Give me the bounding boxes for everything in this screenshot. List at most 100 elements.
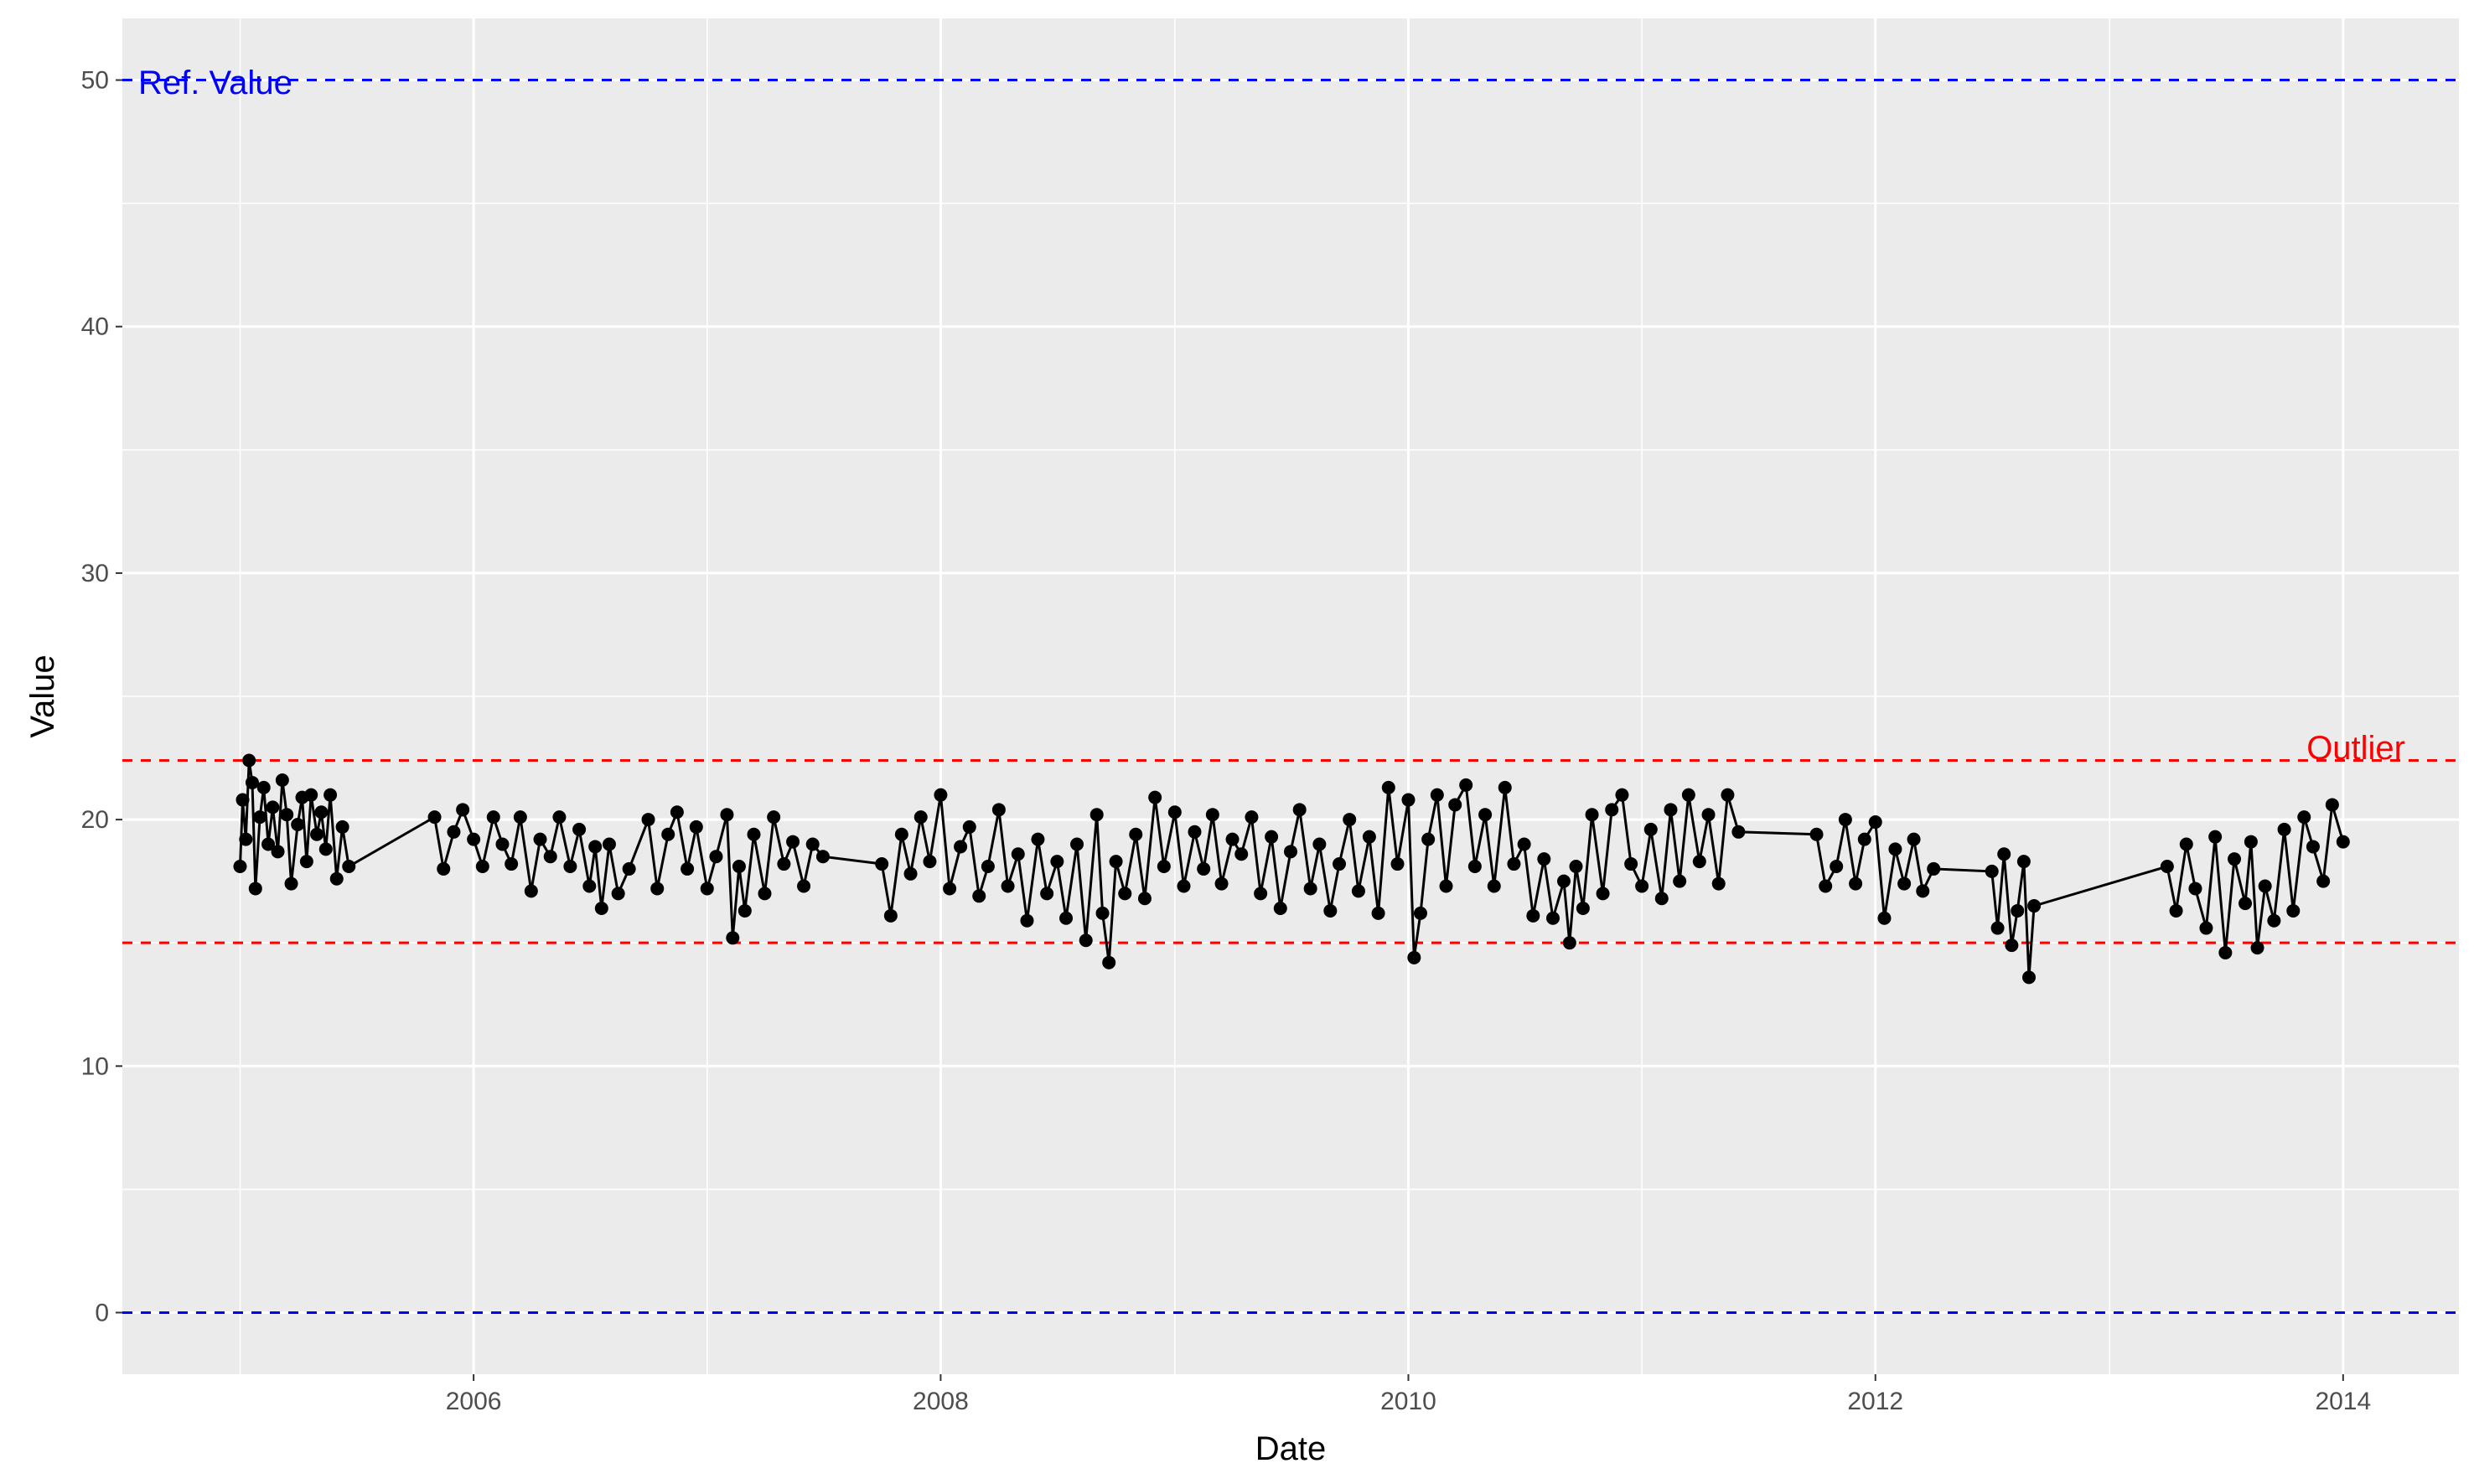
data-point — [242, 753, 256, 768]
data-point — [1849, 876, 1863, 891]
y-tick-label: 20 — [81, 806, 109, 834]
data-point — [972, 889, 986, 903]
data-point — [239, 832, 253, 846]
data-point — [271, 845, 285, 859]
data-point — [1050, 855, 1064, 869]
data-point — [1654, 892, 1669, 906]
data-point — [588, 840, 603, 854]
data-point — [233, 859, 247, 873]
data-point — [2286, 903, 2301, 918]
data-point — [335, 820, 349, 834]
data-point — [641, 813, 655, 827]
data-point — [1079, 933, 1093, 948]
y-axis-ticks: 0 10 20 30 40 50 — [81, 67, 122, 1326]
data-point — [1916, 884, 1930, 898]
data-point — [1413, 906, 1427, 920]
data-point — [1020, 913, 1034, 928]
data-point — [582, 879, 597, 893]
data-point — [2005, 938, 2019, 953]
data-point — [563, 859, 577, 873]
data-point — [2016, 855, 2031, 869]
data-point — [2208, 830, 2223, 844]
data-point — [962, 820, 976, 834]
data-point — [1323, 903, 1338, 918]
data-point — [261, 837, 276, 851]
data-point — [467, 832, 481, 846]
data-point — [1102, 955, 1116, 970]
data-point — [533, 832, 547, 846]
data-point — [2306, 840, 2320, 854]
data-point — [1985, 864, 1999, 878]
data-point — [275, 773, 289, 788]
data-point — [681, 861, 695, 876]
data-point — [1254, 887, 1268, 901]
data-point — [342, 859, 356, 873]
data-point — [1362, 830, 1376, 844]
y-axis-title: Value — [24, 654, 61, 737]
data-point — [1265, 830, 1279, 844]
data-point — [318, 842, 333, 856]
data-point — [1585, 808, 1599, 822]
data-point — [923, 855, 937, 869]
data-point — [1407, 950, 1421, 964]
data-point — [2160, 859, 2174, 873]
data-point — [2267, 913, 2281, 928]
data-point — [611, 887, 625, 901]
data-point — [1681, 788, 1695, 802]
outlier-label: Outlier — [2306, 730, 2405, 767]
y-tick-label: 0 — [95, 1299, 109, 1326]
data-point — [1214, 876, 1229, 891]
data-point — [2188, 882, 2202, 896]
x-tick-label: 2014 — [2315, 1388, 2371, 1415]
data-point — [235, 793, 250, 807]
data-point — [1157, 859, 1171, 873]
data-point — [1537, 852, 1551, 866]
data-point — [2258, 879, 2272, 893]
data-point — [1927, 861, 1941, 876]
data-point — [524, 884, 538, 898]
data-point — [1273, 901, 1287, 915]
data-point — [1292, 803, 1307, 817]
data-point — [1148, 790, 1162, 804]
data-point — [256, 780, 271, 794]
data-point — [1351, 884, 1365, 898]
data-point — [314, 805, 329, 820]
data-point — [689, 820, 703, 834]
data-point — [1664, 803, 1678, 817]
data-point — [1517, 837, 1531, 851]
data-point — [1177, 879, 1191, 893]
data-point — [2169, 903, 2183, 918]
data-point — [284, 876, 298, 891]
data-point — [427, 810, 442, 825]
data-point — [2244, 835, 2258, 849]
data-point — [1421, 832, 1436, 846]
data-point — [1605, 803, 1619, 817]
data-point — [1095, 906, 1110, 920]
data-point — [738, 903, 752, 918]
data-point — [700, 882, 714, 896]
data-point — [1467, 859, 1482, 873]
data-point — [456, 803, 470, 817]
data-point — [1188, 825, 1202, 839]
data-point — [1011, 847, 1025, 861]
data-point — [747, 827, 761, 841]
data-point — [594, 901, 608, 915]
data-point — [1439, 879, 1453, 893]
data-point — [622, 861, 636, 876]
data-point — [786, 835, 800, 849]
y-tick-label: 10 — [81, 1052, 109, 1080]
data-point — [903, 866, 918, 881]
data-point — [1868, 815, 1882, 830]
data-point — [1526, 908, 1540, 923]
x-tick-label: 2010 — [1380, 1388, 1436, 1415]
data-point — [552, 810, 567, 825]
data-point — [894, 827, 908, 841]
data-point — [505, 857, 519, 871]
data-point — [1546, 911, 1560, 925]
data-point — [2199, 921, 2213, 935]
data-point — [883, 908, 898, 923]
data-point — [602, 837, 616, 851]
data-point — [280, 808, 294, 822]
data-point — [1556, 874, 1571, 888]
